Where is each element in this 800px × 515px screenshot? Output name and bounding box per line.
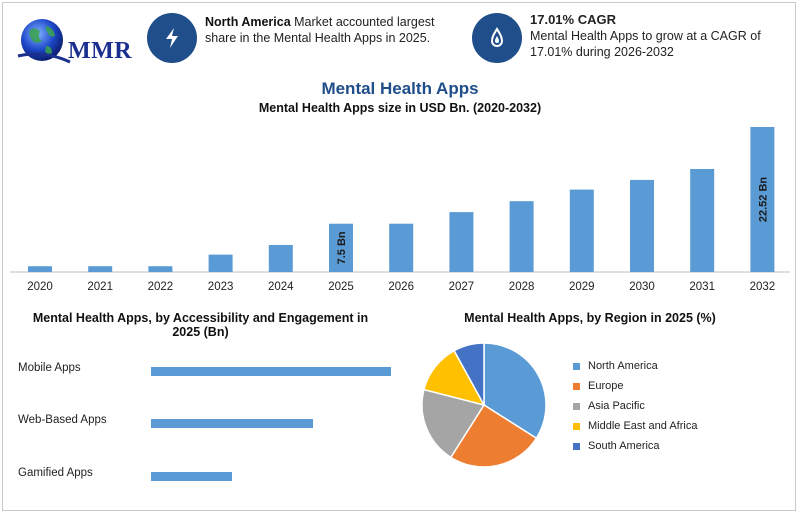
legend-item-south-america: South America [573,436,697,456]
tick-label-2027: 2027 [449,281,475,293]
bar-2020 [28,266,52,272]
highlight-text: Market accounted largest share in the Me… [205,15,435,45]
tick-label-2024: 2024 [268,281,294,293]
cagr-text: Mental Health Apps to grow at a CAGR of … [530,29,761,59]
drop-icon [490,27,504,47]
engagement-chart-title: Mental Health Apps, by Accessibility and… [32,311,369,339]
highlight-cagr: 17.01% CAGR Mental Health Apps to grow a… [530,12,770,60]
cagr-title: 17.01% CAGR [530,12,616,27]
legend-item-europe: Europe [573,376,697,396]
tick-label-2026: 2026 [388,281,414,293]
legend-item-asia-pacific: Asia Pacific [573,396,697,416]
lightning-icon [166,28,178,48]
data-label-2025: 7.5 Bn [336,231,348,264]
hbar-label-web-based-apps: Web-Based Apps [18,414,107,426]
tick-label-2021: 2021 [87,281,113,293]
region-legend: North America Europe Asia Pacific Middle Ea… [573,356,697,456]
bar-2023 [208,254,233,272]
legend-item-north-america: North America [573,356,697,376]
region-pie-chart [421,342,547,468]
bar-2024 [268,244,293,272]
globe-icon [17,19,71,64]
highlight-north-america: North America Market accounted largest s… [205,14,445,46]
region-chart-title: Mental Health Apps, by Region in 2025 (%… [464,311,716,325]
bar-2025 [329,223,353,272]
hbar-web-based-apps [151,419,313,428]
pie-slice-asia-pacific [421,388,486,459]
bar-2032 [750,127,775,272]
legend-swatch [573,402,580,410]
logo-text: MMR [68,38,133,64]
highlight-bold: North America [205,15,291,29]
tick-label-2028: 2028 [509,281,535,293]
mmr-logo: MMR [16,16,132,68]
bar-2029 [569,189,594,272]
bar-2027 [449,212,474,272]
legend-swatch [573,442,580,450]
hbar-label-gamified-apps: Gamified Apps [18,467,93,479]
chart-title: Mental Health Apps [321,79,479,98]
bar-2022 [148,266,173,272]
hbar-gamified-apps [151,472,232,481]
legend-swatch [573,362,580,370]
chart-subtitle: Mental Health Apps size in USD Bn. (2020… [258,101,542,115]
tick-label-2020: 2020 [27,281,53,293]
tick-label-2032: 2032 [750,281,776,293]
legend-swatch [573,422,580,430]
legend-label: South America [588,440,660,452]
legend-item-middle-east-and-africa: Middle East and Africa [573,416,697,436]
pie-slice-europe [449,403,538,468]
bar-2021 [88,266,113,272]
tick-label-2025: 2025 [328,281,354,293]
lightning-icon-badge [147,13,197,63]
data-label-2032: 22.52 Bn [757,177,769,223]
tick-label-2022: 2022 [148,281,174,293]
legend-swatch [573,382,580,390]
bar-2026 [389,223,414,272]
tick-label-2031: 2031 [689,281,715,293]
tick-label-2030: 2030 [629,281,655,293]
bar-2028 [509,201,534,272]
legend-label: North America [588,360,658,372]
bar-2031 [690,168,715,272]
tick-label-2029: 2029 [569,281,595,293]
market-size-bar-chart: 2020 2021 2022 2023 2024 2025 7.5 Bn 2026 2027 20… [10,127,790,293]
legend-label: Europe [588,380,624,392]
tick-label-2023: 2023 [208,281,234,293]
legend-label: Middle East and Africa [588,420,698,432]
legend-label: Asia Pacific [588,400,645,412]
hbar-label-mobile-apps: Mobile Apps [18,362,81,374]
pie-slice-south-america [453,342,485,406]
bar-2030 [630,179,654,272]
drop-icon-badge [472,13,522,63]
hbar-mobile-apps [151,367,391,376]
